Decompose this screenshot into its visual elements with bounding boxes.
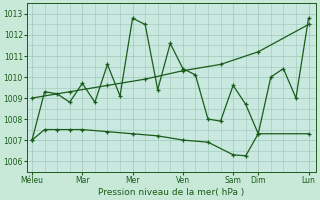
X-axis label: Pression niveau de la mer( hPa ): Pression niveau de la mer( hPa ) bbox=[99, 188, 245, 197]
